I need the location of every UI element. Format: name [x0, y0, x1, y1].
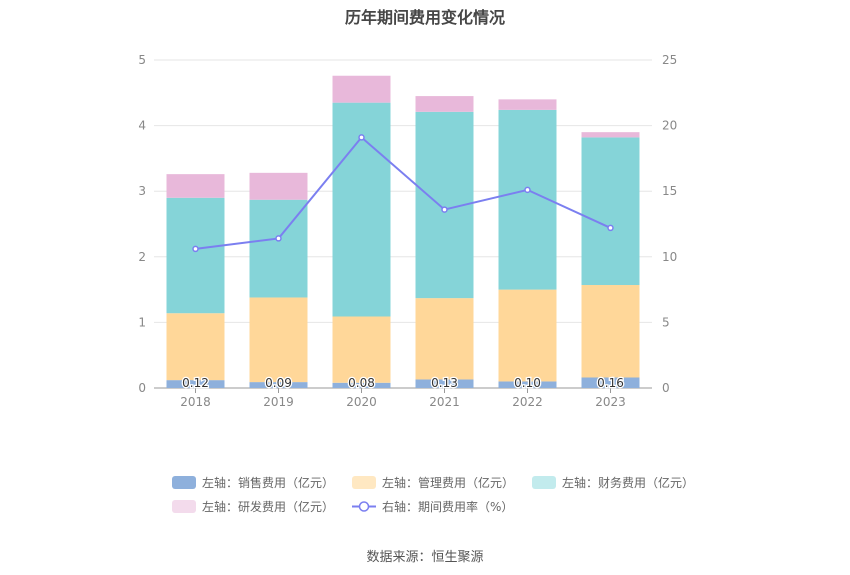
- rate-point: [524, 186, 531, 194]
- data-label: 0.12: [182, 376, 209, 390]
- bar-segment: [498, 289, 557, 382]
- legend-label: 左轴：管理费用（亿元）: [382, 476, 515, 490]
- bar-segment: [249, 297, 308, 383]
- rate-point: [607, 224, 614, 232]
- legend-item[interactable]: 左轴：研发费用（亿元）: [172, 498, 334, 515]
- right-axis-tick-label: 20: [662, 119, 677, 133]
- left-axis-tick-label: 3: [138, 184, 146, 198]
- legend-item[interactable]: 左轴：销售费用（亿元）: [172, 474, 334, 491]
- legend-label: 左轴：销售费用（亿元）: [202, 476, 335, 490]
- data-label: 0.09: [265, 376, 292, 390]
- x-axis-tick-label: 2022: [512, 395, 543, 409]
- right-axis-tick-label: 0: [662, 381, 670, 395]
- bar-segment: [166, 197, 225, 314]
- rate-line: [195, 135, 611, 250]
- bar-segment: [581, 132, 640, 138]
- bar-segment: [332, 382, 391, 388]
- data-label: 0.10: [514, 376, 541, 390]
- bar-segment: [498, 99, 557, 110]
- legend-row-1: 左轴：销售费用（亿元） 左轴：管理费用（亿元） 左轴：财务费用（亿元）: [172, 474, 712, 491]
- bar-segment: [332, 316, 391, 383]
- legend-label: 左轴：财务费用（亿元）: [562, 476, 695, 490]
- x-axis-tick-label: 2021: [429, 395, 460, 409]
- x-axis-tick-label: 2023: [595, 395, 626, 409]
- legend-line-swatch: [352, 500, 377, 513]
- rate-point: [275, 235, 282, 242]
- bar-segment: [166, 313, 225, 381]
- data-source: 数据来源：恒生聚源: [366, 550, 484, 565]
- bar-segment: [498, 381, 557, 388]
- bar-segment: [249, 382, 308, 388]
- legend-swatch: [172, 476, 196, 489]
- left-axis-tick-label: 4: [138, 119, 146, 133]
- left-axis-tick-label: 0: [138, 381, 146, 395]
- data-label: 0.13: [431, 376, 458, 390]
- left-axis-tick-label: 5: [138, 53, 146, 67]
- bar-segment: [415, 379, 474, 388]
- rate-point: [441, 206, 448, 213]
- legend-swatch: [172, 500, 196, 513]
- rate-point: [192, 245, 199, 253]
- legend-row-2: 左轴：研发费用（亿元） 右轴：期间费用率（%）: [172, 498, 531, 515]
- bar-segment: [166, 380, 225, 388]
- bar-segment: [581, 285, 640, 378]
- bar-segment: [581, 377, 640, 388]
- rate-point: [358, 134, 365, 141]
- right-axis-tick-label: 25: [662, 53, 677, 67]
- legend-swatch: [532, 476, 557, 489]
- data-label: 0.08: [348, 376, 375, 390]
- right-axis-tick-label: 15: [662, 184, 677, 198]
- right-axis-tick-label: 5: [662, 315, 670, 329]
- legend-label: 左轴：研发费用（亿元）: [202, 500, 335, 514]
- bar-segment: [166, 174, 225, 198]
- x-axis-tick-label: 2020: [346, 395, 377, 409]
- x-axis-tick-label: 2019: [263, 395, 294, 409]
- left-axis-tick-label: 2: [138, 250, 146, 264]
- right-axis-tick-label: 10: [662, 250, 677, 264]
- x-axis-tick-label: 2018: [180, 395, 211, 409]
- left-axis-tick-label: 1: [138, 315, 146, 329]
- data-label: 0.16: [597, 376, 624, 390]
- bar-segment: [581, 137, 640, 286]
- bar-segment: [415, 96, 474, 112]
- legend-item[interactable]: 右轴：期间费用率（%）: [352, 498, 513, 515]
- bar-segment: [249, 172, 308, 200]
- chart-title: 历年期间费用变化情况: [344, 8, 505, 27]
- bar-segment: [415, 298, 474, 380]
- bar-segment: [332, 75, 391, 103]
- legend-item[interactable]: 左轴：财务费用（亿元）: [532, 474, 694, 491]
- legend-item[interactable]: 左轴：管理费用（亿元）: [352, 474, 514, 491]
- legend-swatch: [352, 476, 377, 489]
- legend-label: 右轴：期间费用率（%）: [382, 500, 514, 514]
